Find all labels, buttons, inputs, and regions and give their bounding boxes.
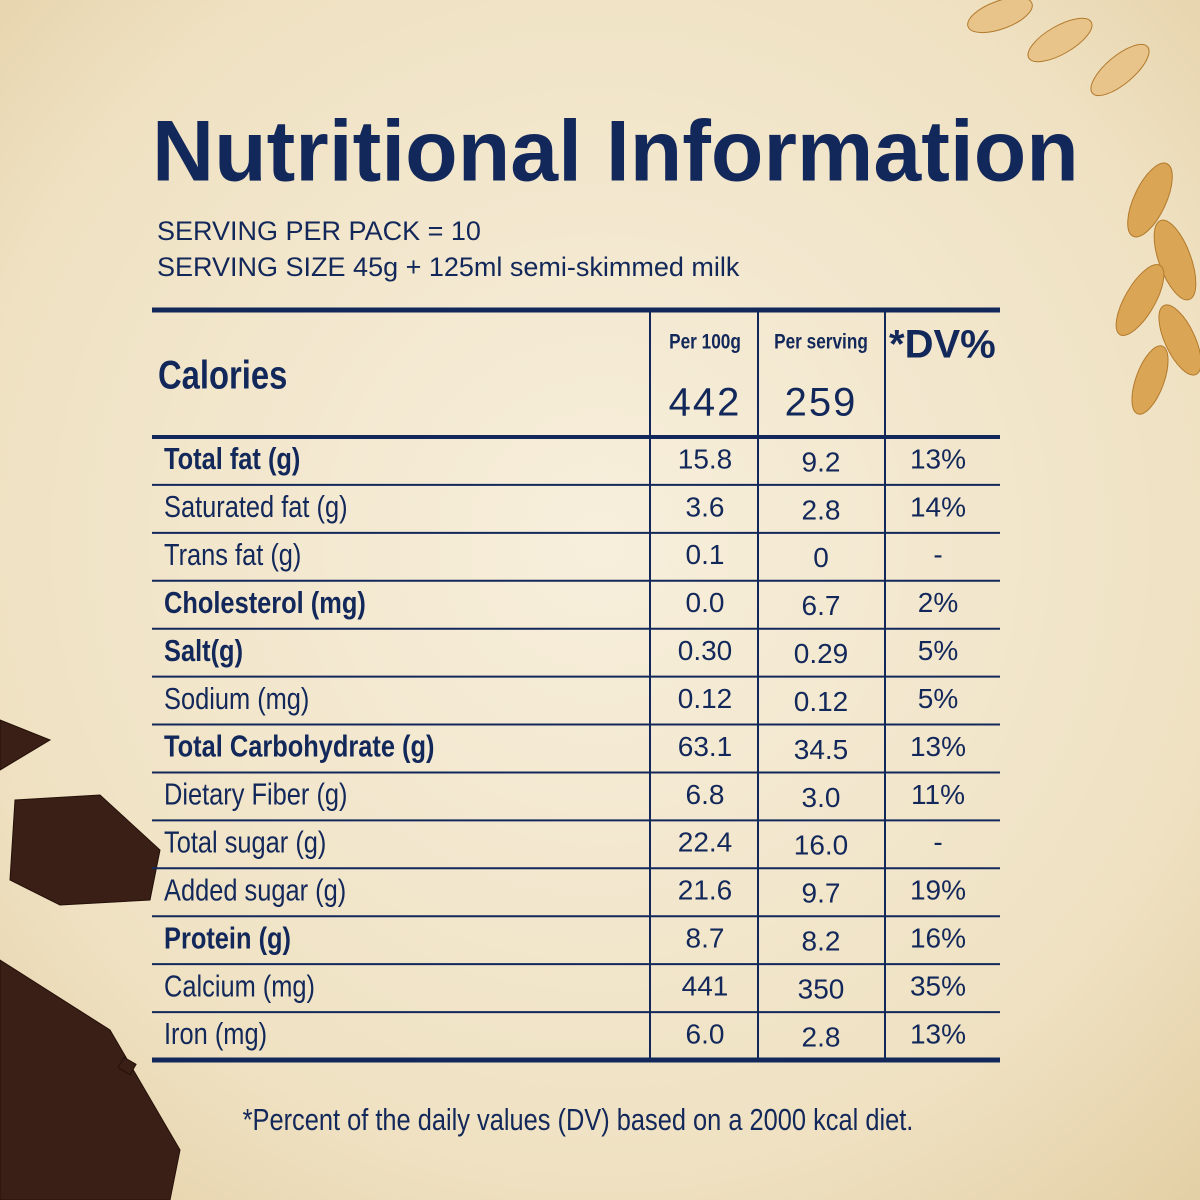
- nutrient-value: 5%: [918, 635, 958, 666]
- nutrient-name: Total sugar (g): [164, 825, 326, 860]
- nutrient-value: 16%: [910, 923, 966, 954]
- nutrient-value: 6.7: [802, 590, 841, 621]
- nutrient-value: 0.29: [794, 638, 849, 669]
- nutrient-name: Salt(g): [164, 633, 243, 668]
- nutrient-value: 0.0: [686, 587, 725, 618]
- footnote: *Percent of the daily values (DV) based …: [243, 1103, 914, 1138]
- calories-label: Calories: [158, 352, 287, 397]
- nutrient-name: Dietary Fiber (g): [164, 777, 348, 812]
- nutrient-value: 0.12: [678, 683, 733, 714]
- nutrient-name: Total Carbohydrate (g): [164, 729, 435, 764]
- nutrient-value: 15.8: [678, 443, 733, 474]
- nutrient-value: 9.2: [802, 446, 841, 477]
- nutrient-value: 0.1: [686, 539, 725, 570]
- nutrient-name: Added sugar (g): [164, 873, 346, 908]
- nutrient-value: 21.6: [678, 875, 733, 906]
- nutrition-table: Calories Per 100g Per serving *DV% 442 259 Tot…: [152, 307, 1000, 1063]
- nutrient-value: 8.7: [686, 923, 725, 954]
- nutrient-value: 13%: [910, 443, 966, 474]
- nutrient-value: 13%: [910, 731, 966, 762]
- nutrient-value: 11%: [911, 779, 965, 810]
- chocolate-decoration: [0, 719, 181, 1200]
- serving-line: SERVING SIZE 45g + 125ml semi-skimmed mi…: [157, 252, 740, 282]
- column-header: *DV%: [889, 323, 996, 367]
- nutrient-value: 8.2: [802, 926, 841, 957]
- calories-value: 259: [785, 381, 858, 425]
- nutrient-value: 2%: [918, 587, 958, 618]
- nutrient-value: 0: [813, 542, 829, 573]
- nutrient-value: 9.7: [802, 878, 841, 909]
- serving-line: SERVING PER PACK = 10: [157, 216, 481, 246]
- nutrient-value: 5%: [918, 683, 958, 714]
- nutrient-value: 2.8: [802, 494, 841, 525]
- nutrient-name: Protein (g): [164, 921, 291, 956]
- nutrient-value: 441: [682, 971, 729, 1002]
- wheat-decoration: [967, 0, 1200, 415]
- nutrient-value: 3.6: [686, 491, 725, 522]
- nutrient-name: Cholesterol (mg): [164, 586, 366, 621]
- nutrient-value: 19%: [910, 875, 966, 906]
- nutrient-value: 2.8: [802, 1021, 841, 1052]
- nutrient-name: Trans fat (g): [164, 538, 301, 573]
- nutrient-value: -: [933, 539, 942, 570]
- nutrient-name: Saturated fat (g): [164, 490, 348, 525]
- column-header: Per 100g: [669, 331, 741, 354]
- nutrient-name: Iron (mg): [164, 1017, 267, 1052]
- nutrient-value: 35%: [910, 971, 966, 1002]
- nutrient-name: Total fat (g): [164, 442, 300, 477]
- title: Nutritional Information: [152, 104, 1079, 200]
- nutrient-value: -: [933, 827, 942, 858]
- nutrient-name: Sodium (mg): [164, 681, 309, 716]
- nutrient-value: 22.4: [678, 827, 733, 858]
- nutrient-value: 350: [798, 974, 845, 1005]
- column-header: Per serving: [774, 331, 868, 354]
- nutrient-value: 16.0: [794, 830, 849, 861]
- nutrient-value: 63.1: [678, 731, 733, 762]
- nutrient-name: Calcium (mg): [164, 969, 315, 1004]
- nutrient-value: 3.0: [802, 782, 841, 813]
- nutrient-value: 6.8: [686, 779, 725, 810]
- nutrient-value: 0.12: [794, 686, 849, 717]
- nutrient-value: 14%: [910, 491, 966, 522]
- nutrient-value: 0.30: [678, 635, 733, 666]
- nutrient-value: 13%: [910, 1018, 966, 1049]
- nutrient-value: 34.5: [794, 734, 849, 765]
- calories-value: 442: [669, 381, 742, 425]
- nutrient-value: 6.0: [686, 1018, 725, 1049]
